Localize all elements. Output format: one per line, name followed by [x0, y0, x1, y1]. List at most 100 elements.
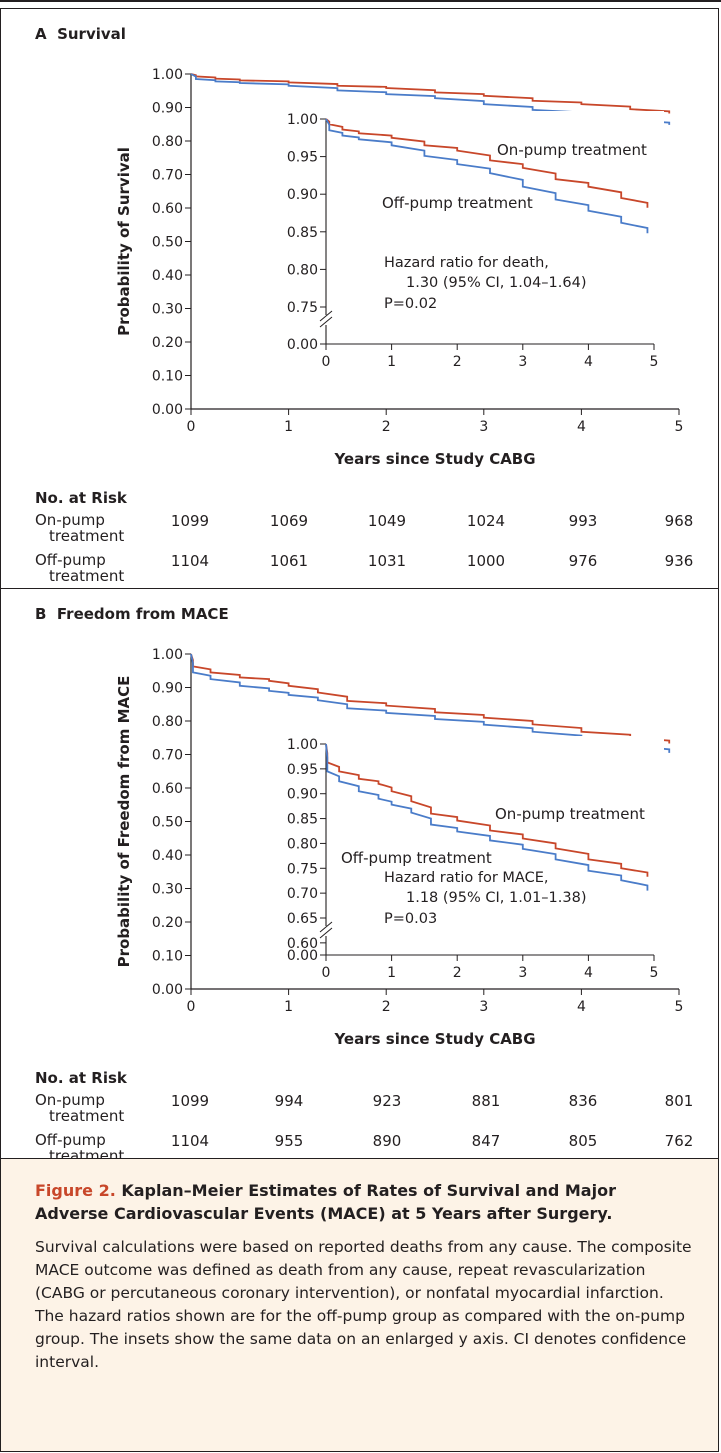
- risk-count: 1049: [367, 512, 407, 530]
- inset-y-tick-label: 0.70: [287, 886, 318, 902]
- panel-b-title: B Freedom from MACE: [35, 605, 229, 623]
- risk-count: 1104: [170, 1132, 210, 1150]
- inset-x-tick-label: 1: [387, 965, 396, 981]
- inset-y-tick-label: 1.00: [287, 737, 318, 753]
- y-tick-label: 0.30: [152, 882, 183, 898]
- inset-series-off-pump-line: [325, 743, 649, 891]
- inset-x-tick-label: 2: [453, 354, 462, 370]
- risk-label-line: treatment: [49, 567, 125, 585]
- inset-background: [326, 736, 664, 955]
- risk-count: 762: [664, 1132, 694, 1150]
- caption-title: Figure 2. Kaplan–Meier Estimates of Rate…: [35, 1179, 685, 1225]
- top-rule: [0, 0, 721, 2]
- inset-y-tick-label: 0.00: [287, 948, 318, 964]
- y-tick-label: 0.90: [152, 681, 183, 697]
- hazard-ratio-label: Hazard ratio for death,: [384, 255, 549, 271]
- x-tick-label: 4: [577, 419, 586, 435]
- y-tick-label: 0.30: [152, 302, 183, 318]
- inset-y-tick-label: 0.95: [287, 150, 318, 166]
- x-tick-label: 1: [284, 419, 293, 435]
- inset-y-tick-label: 0.65: [287, 911, 318, 927]
- on-pump-label: On-pump treatment: [497, 141, 647, 159]
- y-tick-label: 0.60: [152, 201, 183, 217]
- risk-count: 1104: [170, 552, 210, 570]
- inset-x-tick-label: 2: [453, 965, 462, 981]
- x-tick-label: 3: [479, 419, 488, 435]
- x-tick-label: 3: [479, 999, 488, 1015]
- y-tick-label: 0.50: [152, 815, 183, 831]
- p-value: P=0.03: [384, 911, 437, 927]
- risk-label-line: Off-pump: [35, 1131, 106, 1149]
- panel-a-chart: 0.00 0.10 0.20 0.30 0.40 0.50 0.60 0.70 0.80 0.90…: [115, 67, 683, 468]
- panel-a-title: A Survival: [35, 25, 126, 43]
- inset-y-tick-label: 0.85: [287, 812, 318, 828]
- panel-b: B Freedom from MACE 0.00 0.10 0.20 0.30 0.40…: [0, 588, 719, 1164]
- inset-y-tick-label: 1.00: [287, 112, 318, 128]
- risk-count: 993: [568, 512, 598, 530]
- y-tick-label: 0.90: [152, 101, 183, 117]
- x-tick-label: 5: [675, 999, 684, 1015]
- inset-x-tick-label: 1: [387, 354, 396, 370]
- y-tick-label: 0.00: [152, 402, 183, 418]
- caption-body: Survival calculations were based on repo…: [35, 1238, 692, 1371]
- risk-count: 994: [274, 1092, 304, 1110]
- inset-y-tick-label: 0.90: [287, 787, 318, 803]
- x-tick-label: 2: [382, 999, 391, 1015]
- panel-a: A Survival 0.00 0.10 0.20 0.30 0.40 0.50 0.60 0…: [0, 8, 719, 589]
- inset-y-tick-label: 0.80: [287, 262, 318, 278]
- risk-count: 1099: [170, 512, 210, 530]
- figure-caption: Figure 2. Kaplan–Meier Estimates of Rate…: [0, 1158, 719, 1452]
- x-tick-label: 1: [284, 999, 293, 1015]
- risk-row-on-pump-label: On-pump treatment: [35, 512, 124, 544]
- risk-count: 801: [664, 1092, 694, 1110]
- y-tick-label: 0.40: [152, 848, 183, 864]
- on-pump-label: On-pump treatment: [495, 805, 645, 823]
- risk-count: 805: [568, 1132, 598, 1150]
- figure-label: Figure 2.: [35, 1181, 116, 1200]
- inset-series-on-pump-line: [325, 743, 649, 877]
- axis-break-mark: [319, 310, 333, 322]
- x-tick-label: 2: [382, 419, 391, 435]
- panel-b-risk-table: No. at Risk: [35, 1069, 127, 1087]
- y-tick-label: 0.70: [152, 168, 183, 184]
- risk-label-line: Off-pump: [35, 551, 106, 569]
- y-tick-label: 0.50: [152, 235, 183, 251]
- axis-break-mark: [319, 316, 333, 328]
- x-axis-label: Years since Study CABG: [333, 450, 535, 468]
- panel-b-chart: 0.00 0.10 0.20 0.30 0.40 0.50 0.60 0.70 0.80 0.90…: [115, 647, 684, 1048]
- risk-row-off-pump-label: Off-pump treatment: [35, 552, 124, 584]
- risk-label-line: On-pump: [35, 511, 105, 529]
- risk-count: 1000: [466, 552, 506, 570]
- risk-label-line: On-pump: [35, 1091, 105, 1109]
- inset-y-tick-label: 0.80: [287, 836, 318, 852]
- inset-x-tick-label: 0: [322, 354, 331, 370]
- risk-count: 836: [568, 1092, 598, 1110]
- inset-series-off-pump-line: [325, 118, 649, 234]
- series-on-pump-line: [190, 653, 671, 744]
- y-tick-label: 1.00: [152, 647, 183, 663]
- risk-count: 1099: [170, 1092, 210, 1110]
- axis-break-mark: [319, 927, 333, 939]
- inset-x-tick-label: 3: [518, 354, 527, 370]
- y-tick-label: 1.00: [152, 67, 183, 83]
- inset-y-tick-label: 0.00: [287, 337, 318, 353]
- risk-count: 881: [471, 1092, 501, 1110]
- inset-background: [326, 111, 664, 344]
- risk-table-title: No. at Risk: [35, 1069, 127, 1087]
- hazard-ratio-value: 1.30 (95% CI, 1.04–1.64): [406, 275, 587, 291]
- y-axis-label: Probability of Survival: [115, 147, 133, 336]
- risk-count: 1061: [269, 552, 309, 570]
- risk-count: 890: [372, 1132, 402, 1150]
- y-tick-label: 0.20: [152, 335, 183, 351]
- y-tick-label: 0.80: [152, 714, 183, 730]
- risk-count: 1031: [367, 552, 407, 570]
- inset-x-tick-label: 4: [584, 354, 593, 370]
- y-tick-label: 0.60: [152, 781, 183, 797]
- caption-title-text: Kaplan–Meier Estimates of Rates of Survi…: [35, 1181, 616, 1223]
- risk-table-title: No. at Risk: [35, 489, 127, 507]
- risk-row-on-pump-label: On-pump treatment: [35, 1092, 124, 1124]
- risk-count: 847: [471, 1132, 501, 1150]
- y-tick-label: 0.70: [152, 748, 183, 764]
- risk-count: 968: [664, 512, 694, 530]
- off-pump-label: Off-pump treatment: [382, 194, 533, 212]
